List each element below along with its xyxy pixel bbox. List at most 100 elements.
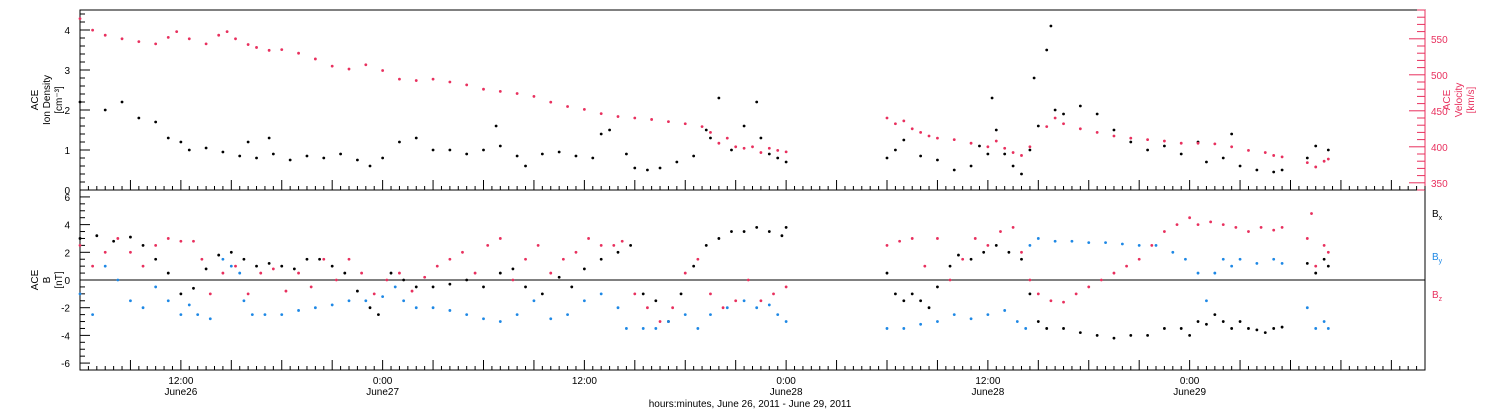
top-ion-density-point — [658, 166, 662, 170]
bottom-bx-point — [902, 299, 906, 303]
top-ion-density-point — [986, 152, 990, 156]
top-velocity-point — [137, 40, 141, 44]
top-velocity-point — [1062, 122, 1065, 126]
bottom-by-point — [1120, 242, 1124, 246]
top-ion-density-point — [368, 164, 372, 168]
top-velocity-point — [187, 37, 191, 41]
bottom-bx-point — [305, 257, 309, 261]
bottom-by-point — [667, 320, 670, 323]
bottom-by-point — [465, 313, 469, 317]
top-ion-density-point — [398, 140, 401, 144]
bottom-bz-point — [683, 271, 687, 275]
x-tick-date-label: June26 — [164, 387, 197, 398]
bottom-bz-point — [208, 292, 212, 296]
bottom-bx-point — [599, 257, 603, 261]
x-tick-date-label: June28 — [770, 387, 803, 398]
bottom-by-point — [166, 299, 170, 303]
bottom-tick-label: 0 — [64, 276, 70, 287]
bottom-bx-point — [1247, 327, 1250, 330]
top-ion-density-point — [1238, 164, 1242, 168]
bottom-tick-label: 2 — [64, 248, 70, 259]
top-left-tick-label: 1 — [64, 146, 70, 157]
top-velocity-point — [784, 150, 788, 154]
bottom-by-point — [654, 327, 658, 330]
top-ion-density-point — [154, 120, 158, 124]
bottom-bz-point — [234, 264, 237, 268]
bottom-bx-point — [1263, 331, 1267, 335]
bottom-by-point — [902, 327, 906, 330]
bottom-axis-label: B — [42, 276, 53, 283]
bottom-bz-point — [221, 271, 225, 275]
bottom-bz-point — [322, 257, 326, 261]
top-right-axis-label: [km/s] — [1466, 86, 1477, 113]
top-velocity-point — [364, 63, 368, 67]
bottom-bx-point — [267, 261, 271, 265]
bottom-bz-point — [259, 271, 263, 275]
bottom-bz-point — [961, 257, 965, 261]
bottom-by-point — [709, 313, 712, 317]
top-ion-density-point — [990, 96, 994, 100]
top-ion-density-point — [238, 154, 242, 158]
bottom-by-point — [1036, 237, 1040, 240]
top-velocity-point — [381, 69, 385, 72]
top-ion-density-point — [675, 160, 679, 164]
bottom-bx-point — [780, 234, 784, 238]
bottom-bz-point — [166, 237, 170, 240]
bottom-bz-point — [936, 237, 939, 240]
bottom-bz-point — [1125, 264, 1128, 268]
bottom-bz-point — [536, 243, 540, 247]
bottom-bz-point — [646, 306, 649, 310]
x-tick-time-label: 0:00 — [776, 376, 796, 387]
bottom-by-point — [242, 299, 246, 303]
top-ion-density-point — [902, 138, 906, 142]
bottom-bx-point — [1280, 325, 1284, 329]
bottom-bx-point — [431, 285, 435, 289]
top-ion-density-point — [557, 150, 561, 154]
top-velocity-point — [482, 87, 485, 91]
bottom-bx-point — [1020, 257, 1023, 261]
top-velocity-point — [1163, 139, 1166, 143]
top-ion-density-point — [1272, 170, 1276, 174]
bottom-bz-point — [486, 243, 490, 247]
top-ion-density-point — [994, 128, 998, 132]
bottom-bz-point — [746, 278, 750, 282]
bottom-bx-point — [1188, 333, 1192, 337]
bottom-bz-point — [297, 271, 300, 275]
bottom-bx-point — [1314, 271, 1318, 275]
top-ion-density-point — [1011, 164, 1015, 168]
top-ion-density-point — [1049, 24, 1053, 28]
top-ion-density-point — [1020, 172, 1023, 176]
top-ion-density-point — [1095, 112, 1099, 116]
x-axis-title: hours:minutes, June 26, 2011 - June 29, … — [649, 399, 852, 410]
bottom-by-point — [431, 306, 435, 310]
legend-bz: Bz — [1432, 290, 1443, 303]
top-velocity-point — [1322, 159, 1326, 163]
top-velocity-point — [154, 42, 158, 46]
bottom-bz-point — [898, 239, 902, 243]
top-velocity-point — [683, 122, 687, 126]
bottom-by-point — [221, 257, 225, 261]
top-velocity-point — [1020, 154, 1023, 157]
bottom-bx-point — [936, 285, 939, 289]
bottom-tick-label: -2 — [61, 304, 70, 315]
top-ion-density-point — [221, 150, 225, 154]
bottom-bz-point — [1234, 225, 1238, 229]
top-velocity-point — [280, 48, 284, 51]
bottom-bz-point — [721, 306, 725, 310]
bottom-by-point — [402, 299, 406, 303]
bottom-bx-point — [141, 243, 145, 247]
bottom-bz-point — [334, 278, 338, 282]
bottom-by-point — [1104, 241, 1107, 245]
bottom-bz-point — [473, 271, 477, 275]
bottom-by-point — [229, 264, 233, 268]
bottom-by-point — [936, 320, 939, 323]
legend-label-sub: x — [1439, 215, 1443, 222]
bottom-bx-point — [1326, 264, 1330, 268]
top-ion-density-point — [482, 148, 485, 152]
bottom-bz-point — [587, 237, 590, 240]
top-ion-density-point — [1032, 76, 1036, 80]
bottom-bz-point — [116, 237, 120, 240]
bottom-bz-point — [1011, 225, 1015, 229]
top-left-tick-label: 4 — [64, 26, 70, 37]
